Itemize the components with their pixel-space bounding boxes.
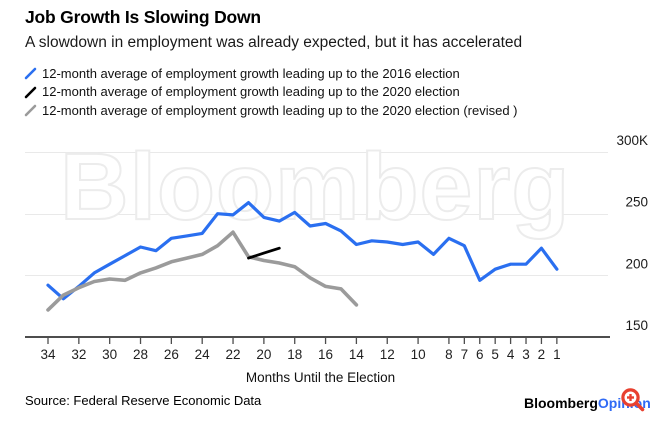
logo-bloomberg-text: Bloomberg — [524, 395, 598, 411]
legend: 12-month average of employment growth le… — [24, 64, 518, 120]
x-axis-label: Months Until the Election — [246, 370, 395, 385]
x-tick-label: 6 — [476, 347, 484, 362]
series-line-0 — [46, 200, 559, 301]
gridline-300K — [25, 152, 608, 153]
x-tick-label: 34 — [40, 347, 56, 362]
gridline-200 — [25, 275, 608, 277]
line-swatch-blue-icon — [24, 67, 37, 80]
x-tick-label: 12 — [380, 347, 395, 362]
magnifier-plus-icon — [621, 388, 645, 412]
y-tick-label: 200 — [625, 256, 648, 271]
legend-item-2016: 12-month average of employment growth le… — [24, 64, 518, 83]
legend-label: 12-month average of employment growth le… — [42, 84, 460, 100]
y-tick-label: 150 — [625, 318, 648, 333]
x-tick-label: 4 — [507, 347, 515, 362]
legend-label: 12-month average of employment growth le… — [42, 102, 518, 118]
legend-label: 12-month average of employment growth le… — [42, 65, 460, 81]
line-swatch-gray-icon — [24, 104, 37, 117]
x-tick-label: 3 — [522, 347, 530, 362]
y-tick-label: 250 — [625, 195, 648, 210]
chart-canvas: 34 32 30 28 26 24 22 20 18 16 14 12 10 8 7 6 5 4 3 2 1Months… — [25, 133, 648, 385]
chart-title: Job Growth Is Slowing Down — [25, 7, 261, 27]
x-tick-label: 2 — [538, 347, 546, 362]
x-tick-label: 24 — [195, 347, 211, 362]
x-tick-label: 20 — [256, 347, 271, 362]
x-tick-label: 30 — [102, 347, 117, 362]
series-line-2 — [46, 230, 359, 312]
chart-subtitle: A slowdown in employment was already exp… — [25, 34, 523, 51]
x-tick-label: 8 — [445, 347, 453, 362]
x-tick-label: 1 — [553, 347, 561, 362]
source-note: Source: Federal Reserve Economic Data — [25, 393, 262, 408]
line-swatch-black-icon — [24, 86, 37, 99]
x-tick-label: 7 — [461, 347, 469, 362]
gridline-250 — [25, 213, 608, 215]
x-tick-label: 26 — [164, 347, 179, 362]
series-line-1 — [247, 246, 281, 260]
x-tick-label: 18 — [287, 347, 302, 362]
x-tick-label: 10 — [411, 347, 426, 362]
legend-item-2020-revised: 12-month average of employment growth le… — [24, 101, 518, 120]
x-tick-label: 22 — [226, 347, 241, 362]
x-tick-label: 14 — [349, 347, 365, 362]
x-tick-label: 28 — [133, 347, 148, 362]
bloomberg-watermark: Bloomberg — [59, 134, 571, 240]
legend-item-2020: 12-month average of employment growth le… — [24, 83, 518, 102]
x-tick-label: 32 — [71, 347, 86, 362]
x-tick-label: 16 — [318, 347, 333, 362]
x-tick-label: 5 — [491, 347, 499, 362]
y-tick-label: 300K — [616, 133, 648, 148]
plot-area: Bloomberg 34 32 30 28 26 24 22 20 18 16 14 12 10 8 7 6 5… — [0, 120, 650, 390]
